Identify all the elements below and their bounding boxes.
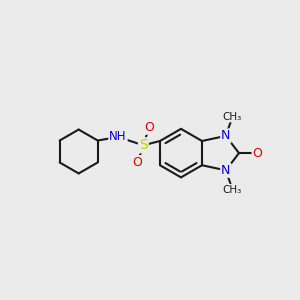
Text: CH₃: CH₃ bbox=[222, 185, 241, 195]
Text: N: N bbox=[221, 129, 230, 142]
Text: O: O bbox=[133, 156, 142, 169]
Text: O: O bbox=[253, 147, 262, 160]
Text: N: N bbox=[221, 164, 230, 177]
Text: S: S bbox=[139, 138, 148, 152]
Text: NH: NH bbox=[109, 130, 127, 143]
Text: CH₃: CH₃ bbox=[222, 112, 241, 122]
Text: O: O bbox=[144, 121, 154, 134]
